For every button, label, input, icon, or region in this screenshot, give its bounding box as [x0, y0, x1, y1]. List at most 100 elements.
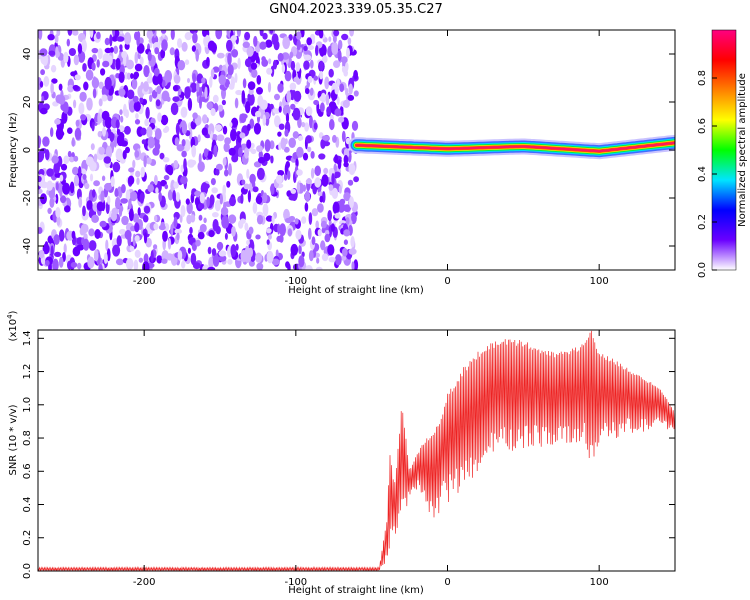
noise-blob — [140, 127, 147, 136]
colorbar-tick-label: 0.2 — [697, 214, 708, 230]
noise-blob — [289, 51, 294, 59]
noise-blob — [55, 193, 59, 204]
noise-blob — [148, 72, 153, 82]
noise-blob — [236, 30, 241, 37]
noise-blob — [303, 60, 310, 70]
colorbar-ticks: 0.0 0.2 0.4 0.6 0.8 — [697, 70, 717, 278]
noise-blob — [321, 135, 330, 141]
noise-blob — [295, 229, 302, 240]
noise-blob — [211, 187, 218, 194]
snr-frame — [37, 329, 676, 572]
noise-blob — [137, 43, 145, 54]
noise-blob — [318, 30, 324, 39]
noise-blob — [207, 150, 213, 160]
noise-blob — [137, 207, 141, 216]
noise-blob — [235, 89, 243, 96]
noise-blob — [129, 246, 135, 252]
noise-blob — [345, 217, 350, 225]
noise-blob — [286, 90, 292, 103]
noise-blob — [188, 127, 193, 140]
noise-blob — [176, 144, 185, 152]
noise-blob — [315, 45, 319, 56]
noise-blob — [88, 240, 97, 251]
noise-blob — [345, 62, 349, 72]
noise-blob — [55, 207, 61, 218]
noise-blob — [290, 188, 297, 194]
noise-blob — [289, 82, 297, 91]
noise-blob — [135, 170, 141, 178]
noise-blob — [170, 30, 175, 40]
noise-blob — [122, 53, 127, 67]
noise-blob — [207, 266, 216, 270]
noise-blob — [252, 186, 259, 193]
noise-blob — [55, 182, 59, 191]
noise-blob — [162, 157, 170, 163]
noise-blob — [206, 196, 210, 208]
noise-blob — [295, 31, 302, 40]
noise-blob — [237, 57, 241, 70]
noise-blob — [155, 99, 161, 107]
noise-region — [38, 30, 359, 270]
noise-blob — [226, 180, 231, 188]
noise-blob — [116, 134, 125, 147]
noise-blob — [40, 69, 45, 76]
noise-blob — [269, 30, 274, 34]
noise-blob — [348, 83, 353, 95]
noise-blob — [143, 81, 149, 92]
noise-blob — [127, 175, 135, 185]
noise-blob — [248, 247, 253, 258]
noise-blob — [62, 182, 71, 195]
noise-blob — [272, 108, 281, 114]
noise-blob — [195, 239, 201, 247]
noise-blob — [282, 36, 291, 50]
noise-blob — [136, 35, 140, 47]
noise-blob — [318, 153, 326, 160]
noise-blob — [305, 178, 312, 185]
noise-blob — [305, 135, 312, 144]
noise-blob — [328, 219, 332, 227]
noise-blob — [279, 223, 286, 237]
noise-blob — [230, 128, 237, 142]
snr-panel: -200 -100 0 100 0.0 0.2 0.4 0.6 0.8 1.0 1.2 1.4 He… — [6, 310, 676, 596]
noise-blob — [66, 38, 71, 47]
noise-blob — [210, 68, 215, 79]
noise-blob — [240, 113, 248, 120]
noise-blob — [303, 184, 306, 192]
noise-blob — [218, 254, 227, 262]
noise-blob — [334, 108, 342, 117]
noise-blob — [199, 192, 205, 204]
noise-blob — [255, 252, 263, 263]
noise-blob — [134, 235, 140, 242]
noise-blob — [274, 93, 280, 101]
noise-blob — [284, 129, 289, 137]
noise-blob — [116, 36, 125, 42]
noise-blob — [216, 134, 225, 142]
noise-blob — [107, 195, 111, 205]
noise-blob — [228, 147, 236, 156]
noise-blob — [91, 189, 96, 198]
noise-blob — [184, 86, 191, 99]
noise-blob — [277, 83, 284, 93]
noise-blob — [132, 159, 136, 169]
noise-blob — [258, 150, 263, 159]
noise-blob — [145, 106, 150, 119]
noise-blob — [311, 236, 316, 246]
noise-blob — [308, 250, 314, 262]
noise-blob — [143, 205, 151, 214]
noise-blob — [177, 38, 183, 49]
noise-blob — [324, 233, 331, 243]
noise-blob — [334, 86, 339, 95]
noise-blob — [69, 156, 75, 163]
noise-blob — [347, 179, 354, 186]
noise-blob — [119, 44, 123, 51]
noise-blob — [320, 92, 326, 103]
noise-blob — [175, 122, 180, 136]
spectrogram-y-ticks: -40 -20 0 20 40 — [22, 48, 675, 254]
noise-blob — [73, 54, 80, 66]
noise-blob — [159, 152, 165, 160]
noise-blob — [311, 208, 319, 217]
noise-blob — [172, 190, 176, 202]
noise-blob — [271, 258, 280, 266]
noise-blob — [277, 170, 285, 176]
noise-blob — [256, 167, 265, 180]
